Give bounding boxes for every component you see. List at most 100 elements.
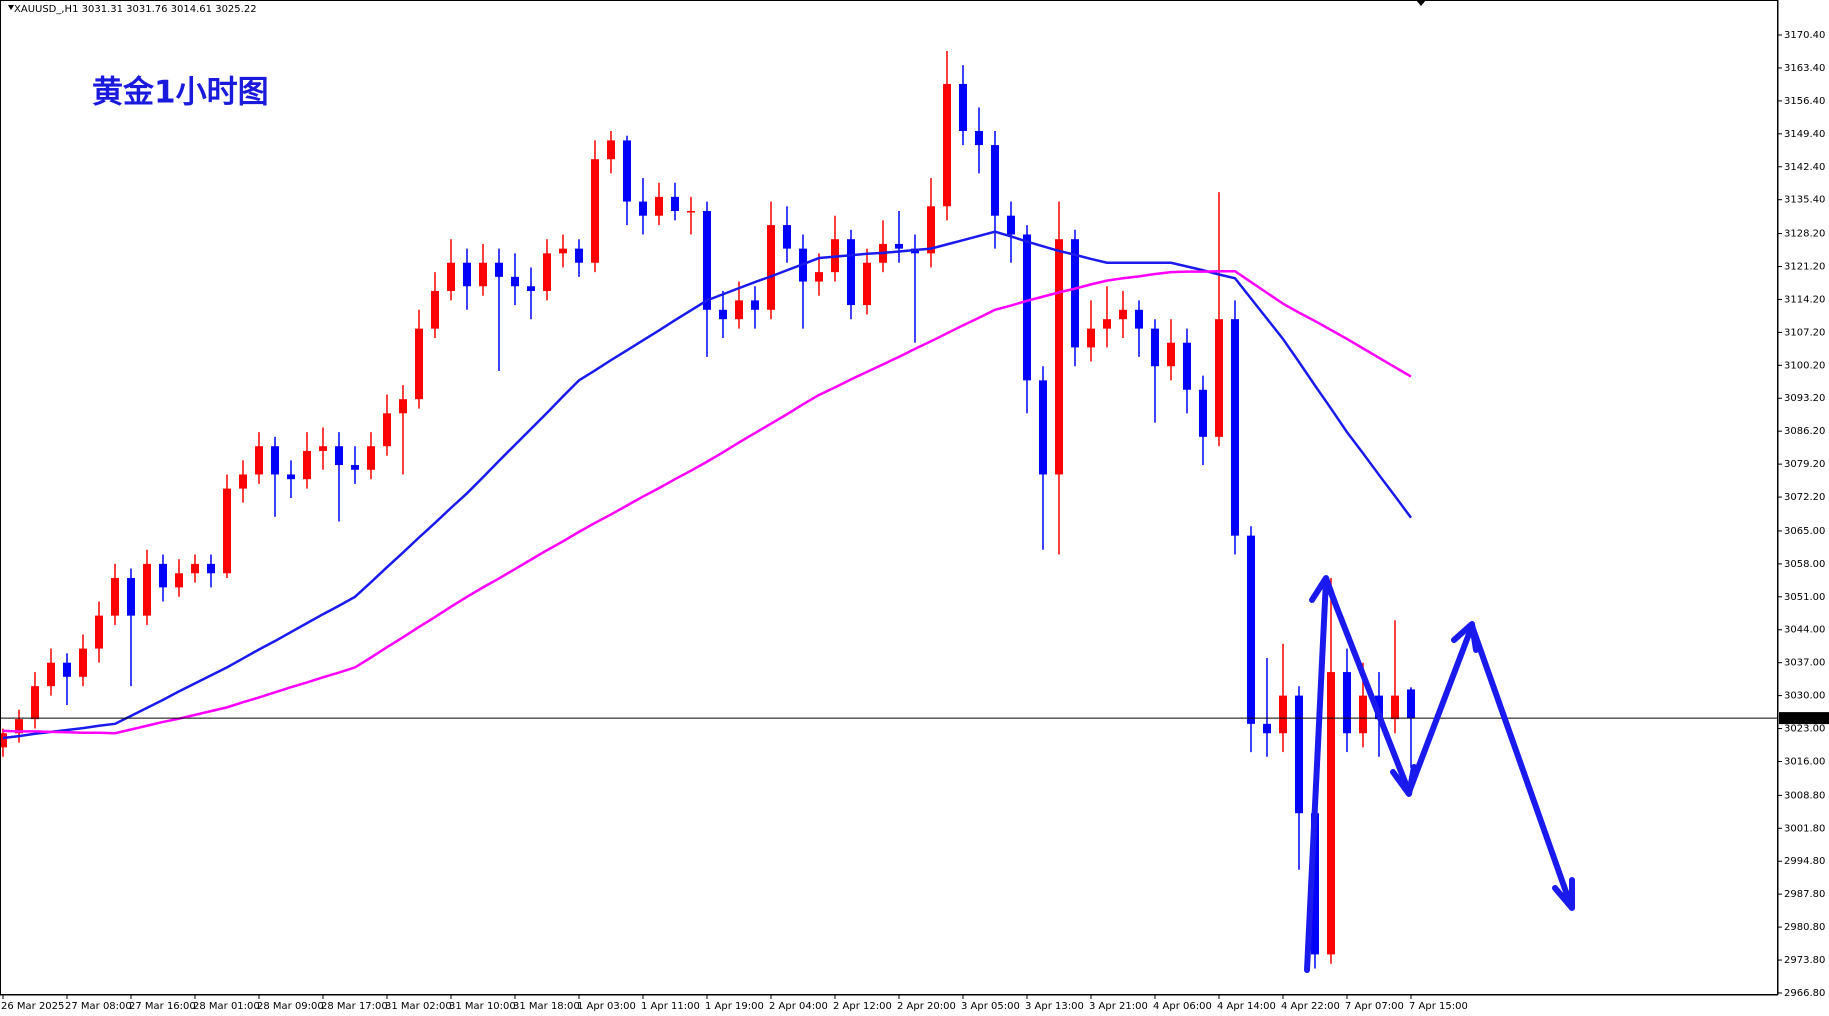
- candle-body: [1087, 328, 1095, 348]
- y-tick-label: 3044.00: [1784, 625, 1825, 636]
- candle-body: [447, 262, 455, 291]
- chart-header: XAUUSD_,H1 3031.31 3031.76 3014.61 3025.…: [14, 4, 257, 15]
- x-tick-label: 26 Mar 2025: [1, 1001, 64, 1012]
- candle-body: [1119, 309, 1127, 320]
- arrowhead: [1309, 575, 1338, 606]
- candle-body: [975, 130, 983, 146]
- candle-body: [159, 563, 167, 588]
- y-tick-label: 3142.40: [1784, 162, 1825, 173]
- candle-body: [1007, 215, 1015, 235]
- y-tick-label: 2994.80: [1784, 856, 1825, 867]
- current-price-label: 3025.22: [1783, 713, 1824, 724]
- candle-body: [719, 309, 727, 320]
- x-tick-label: 2 Apr 12:00: [833, 1001, 892, 1012]
- candle-body: [1295, 695, 1303, 814]
- candle-body: [543, 253, 551, 291]
- y-tick-label: 3149.40: [1784, 129, 1825, 140]
- arrowhead: [1451, 621, 1479, 653]
- candle-body: [655, 196, 663, 216]
- y-tick-label: 3100.20: [1784, 360, 1825, 371]
- candle-body: [1103, 319, 1111, 329]
- candle-body: [463, 262, 471, 287]
- plot-border: [0, 0, 1778, 995]
- candle-body: [511, 276, 519, 287]
- candle-body: [1071, 239, 1079, 348]
- candle-body: [255, 446, 263, 475]
- candle-body: [863, 262, 871, 306]
- x-tick-label: 3 Apr 13:00: [1025, 1001, 1084, 1012]
- candle-body: [143, 563, 151, 616]
- candle-body: [1135, 309, 1143, 329]
- candle-body: [223, 488, 231, 574]
- shift-marker: [1416, 0, 1426, 6]
- y-tick-label: 3001.80: [1784, 823, 1825, 834]
- candle-body: [991, 145, 999, 216]
- candle-body: [431, 290, 439, 329]
- candle-body: [175, 573, 183, 588]
- candle-body: [767, 225, 775, 310]
- candle-body: [1247, 535, 1255, 724]
- candle-body: [271, 446, 279, 475]
- candle-body: [1279, 695, 1287, 734]
- candle-body: [63, 662, 71, 677]
- candle-body: [1359, 695, 1367, 734]
- candle-body: [607, 140, 615, 160]
- candle-body: [959, 83, 967, 131]
- candle-body: [1151, 328, 1159, 367]
- candle-body: [351, 465, 359, 470]
- candle-body: [319, 446, 327, 451]
- y-tick-label: 3128.20: [1784, 229, 1825, 240]
- y-tick-label: 2987.80: [1784, 889, 1825, 900]
- y-tick-label: 3086.20: [1784, 426, 1825, 437]
- candle-body: [847, 239, 855, 306]
- x-tick-label: 1 Apr 11:00: [641, 1001, 700, 1012]
- y-tick-label: 3170.40: [1784, 30, 1825, 41]
- candle-body: [783, 225, 791, 249]
- candle-body: [367, 446, 375, 470]
- header-icon: [8, 5, 14, 10]
- candle-body: [751, 300, 759, 310]
- arrowhead: [1390, 764, 1417, 797]
- candle-body: [31, 686, 39, 720]
- candle-body: [1167, 342, 1175, 367]
- candle-body: [1039, 380, 1047, 475]
- y-tick-label: 3107.20: [1784, 327, 1825, 338]
- x-tick-label: 28 Mar 17:00: [321, 1001, 388, 1012]
- current-price-box: [1779, 712, 1829, 725]
- y-tick-label: 3093.20: [1784, 393, 1825, 404]
- candle-body: [815, 272, 823, 282]
- candle-body: [1343, 672, 1351, 734]
- candle-body: [287, 474, 295, 480]
- x-tick-label: 2 Apr 20:00: [897, 1001, 956, 1012]
- candle-body: [191, 563, 199, 574]
- candle-body: [383, 413, 391, 447]
- y-tick-label: 2973.80: [1784, 955, 1825, 966]
- x-tick-label: 7 Apr 07:00: [1345, 1001, 1404, 1012]
- x-tick-label: 1 Apr 19:00: [705, 1001, 764, 1012]
- x-tick-label: 28 Mar 09:00: [257, 1001, 324, 1012]
- x-tick-label: 28 Mar 01:00: [193, 1001, 260, 1012]
- y-tick-label: 3114.20: [1784, 294, 1825, 305]
- candle-body: [1311, 813, 1319, 955]
- candle-body: [1183, 342, 1191, 390]
- x-tick-label: 4 Apr 06:00: [1153, 1001, 1212, 1012]
- candle-body: [639, 201, 647, 216]
- y-tick-label: 3121.20: [1784, 262, 1825, 273]
- candle-body: [303, 450, 311, 480]
- candle-body: [207, 563, 215, 574]
- x-tick-label: 31 Mar 02:00: [385, 1001, 452, 1012]
- candle-body: [591, 159, 599, 263]
- candle-body: [1215, 319, 1223, 437]
- moving-average-line: [2, 230, 1413, 740]
- candle-body: [623, 140, 631, 202]
- candle-body: [895, 243, 903, 249]
- x-tick-label: 27 Mar 16:00: [129, 1001, 196, 1012]
- candle-body: [527, 286, 535, 291]
- y-tick-label: 3163.40: [1784, 63, 1825, 74]
- candle-body: [495, 262, 503, 277]
- x-tick-label: 3 Apr 21:00: [1089, 1001, 1148, 1012]
- annotation-arrows: [1304, 575, 1575, 973]
- candle-body: [111, 577, 119, 616]
- candle-body: [687, 210, 695, 213]
